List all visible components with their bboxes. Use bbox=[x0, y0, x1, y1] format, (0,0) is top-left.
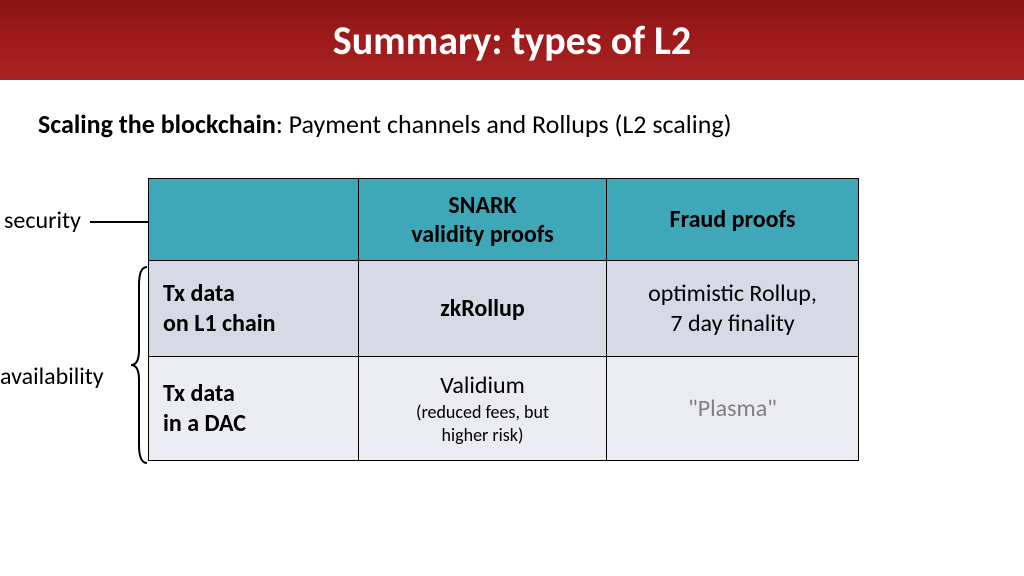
subtitle-bold: Scaling the blockchain bbox=[38, 108, 276, 140]
subtitle: Scaling the blockchain: Payment channels… bbox=[38, 108, 731, 140]
table-cell: optimistic Rollup,7 day finality bbox=[607, 261, 859, 357]
page-title: Summary: types of L2 bbox=[333, 16, 691, 65]
table-header: SNARKvalidity proofs bbox=[359, 179, 607, 261]
table-cell: zkRollup bbox=[359, 261, 607, 357]
table-cell: "Plasma" bbox=[607, 357, 859, 461]
subtitle-rest: : Payment channels and Rollups (L2 scali… bbox=[276, 108, 732, 140]
table-cell: Validium(reduced fees, buthigher risk) bbox=[359, 357, 607, 461]
table-row-label: Tx dataon L1 chain bbox=[149, 261, 359, 357]
availability-label: availability bbox=[0, 362, 104, 391]
l2-table: SNARKvalidity proofsFraud proofs Tx datao… bbox=[148, 178, 859, 461]
security-label: security bbox=[4, 206, 81, 235]
table-row-label: Tx datain a DAC bbox=[149, 357, 359, 461]
title-bar: Summary: types of L2 bbox=[0, 0, 1024, 80]
table-header: Fraud proofs bbox=[607, 179, 859, 261]
table-corner bbox=[149, 179, 359, 261]
availability-brace bbox=[130, 265, 148, 465]
